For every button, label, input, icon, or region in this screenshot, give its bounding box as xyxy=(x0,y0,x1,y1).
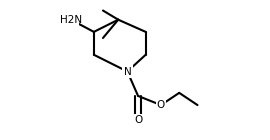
Bar xyxy=(133,114,143,126)
Text: O: O xyxy=(157,100,165,110)
Bar xyxy=(122,65,133,78)
Bar xyxy=(63,14,79,26)
Text: N: N xyxy=(123,66,131,77)
Text: O: O xyxy=(134,115,142,125)
Bar xyxy=(156,99,166,111)
Text: H2N: H2N xyxy=(60,15,82,25)
